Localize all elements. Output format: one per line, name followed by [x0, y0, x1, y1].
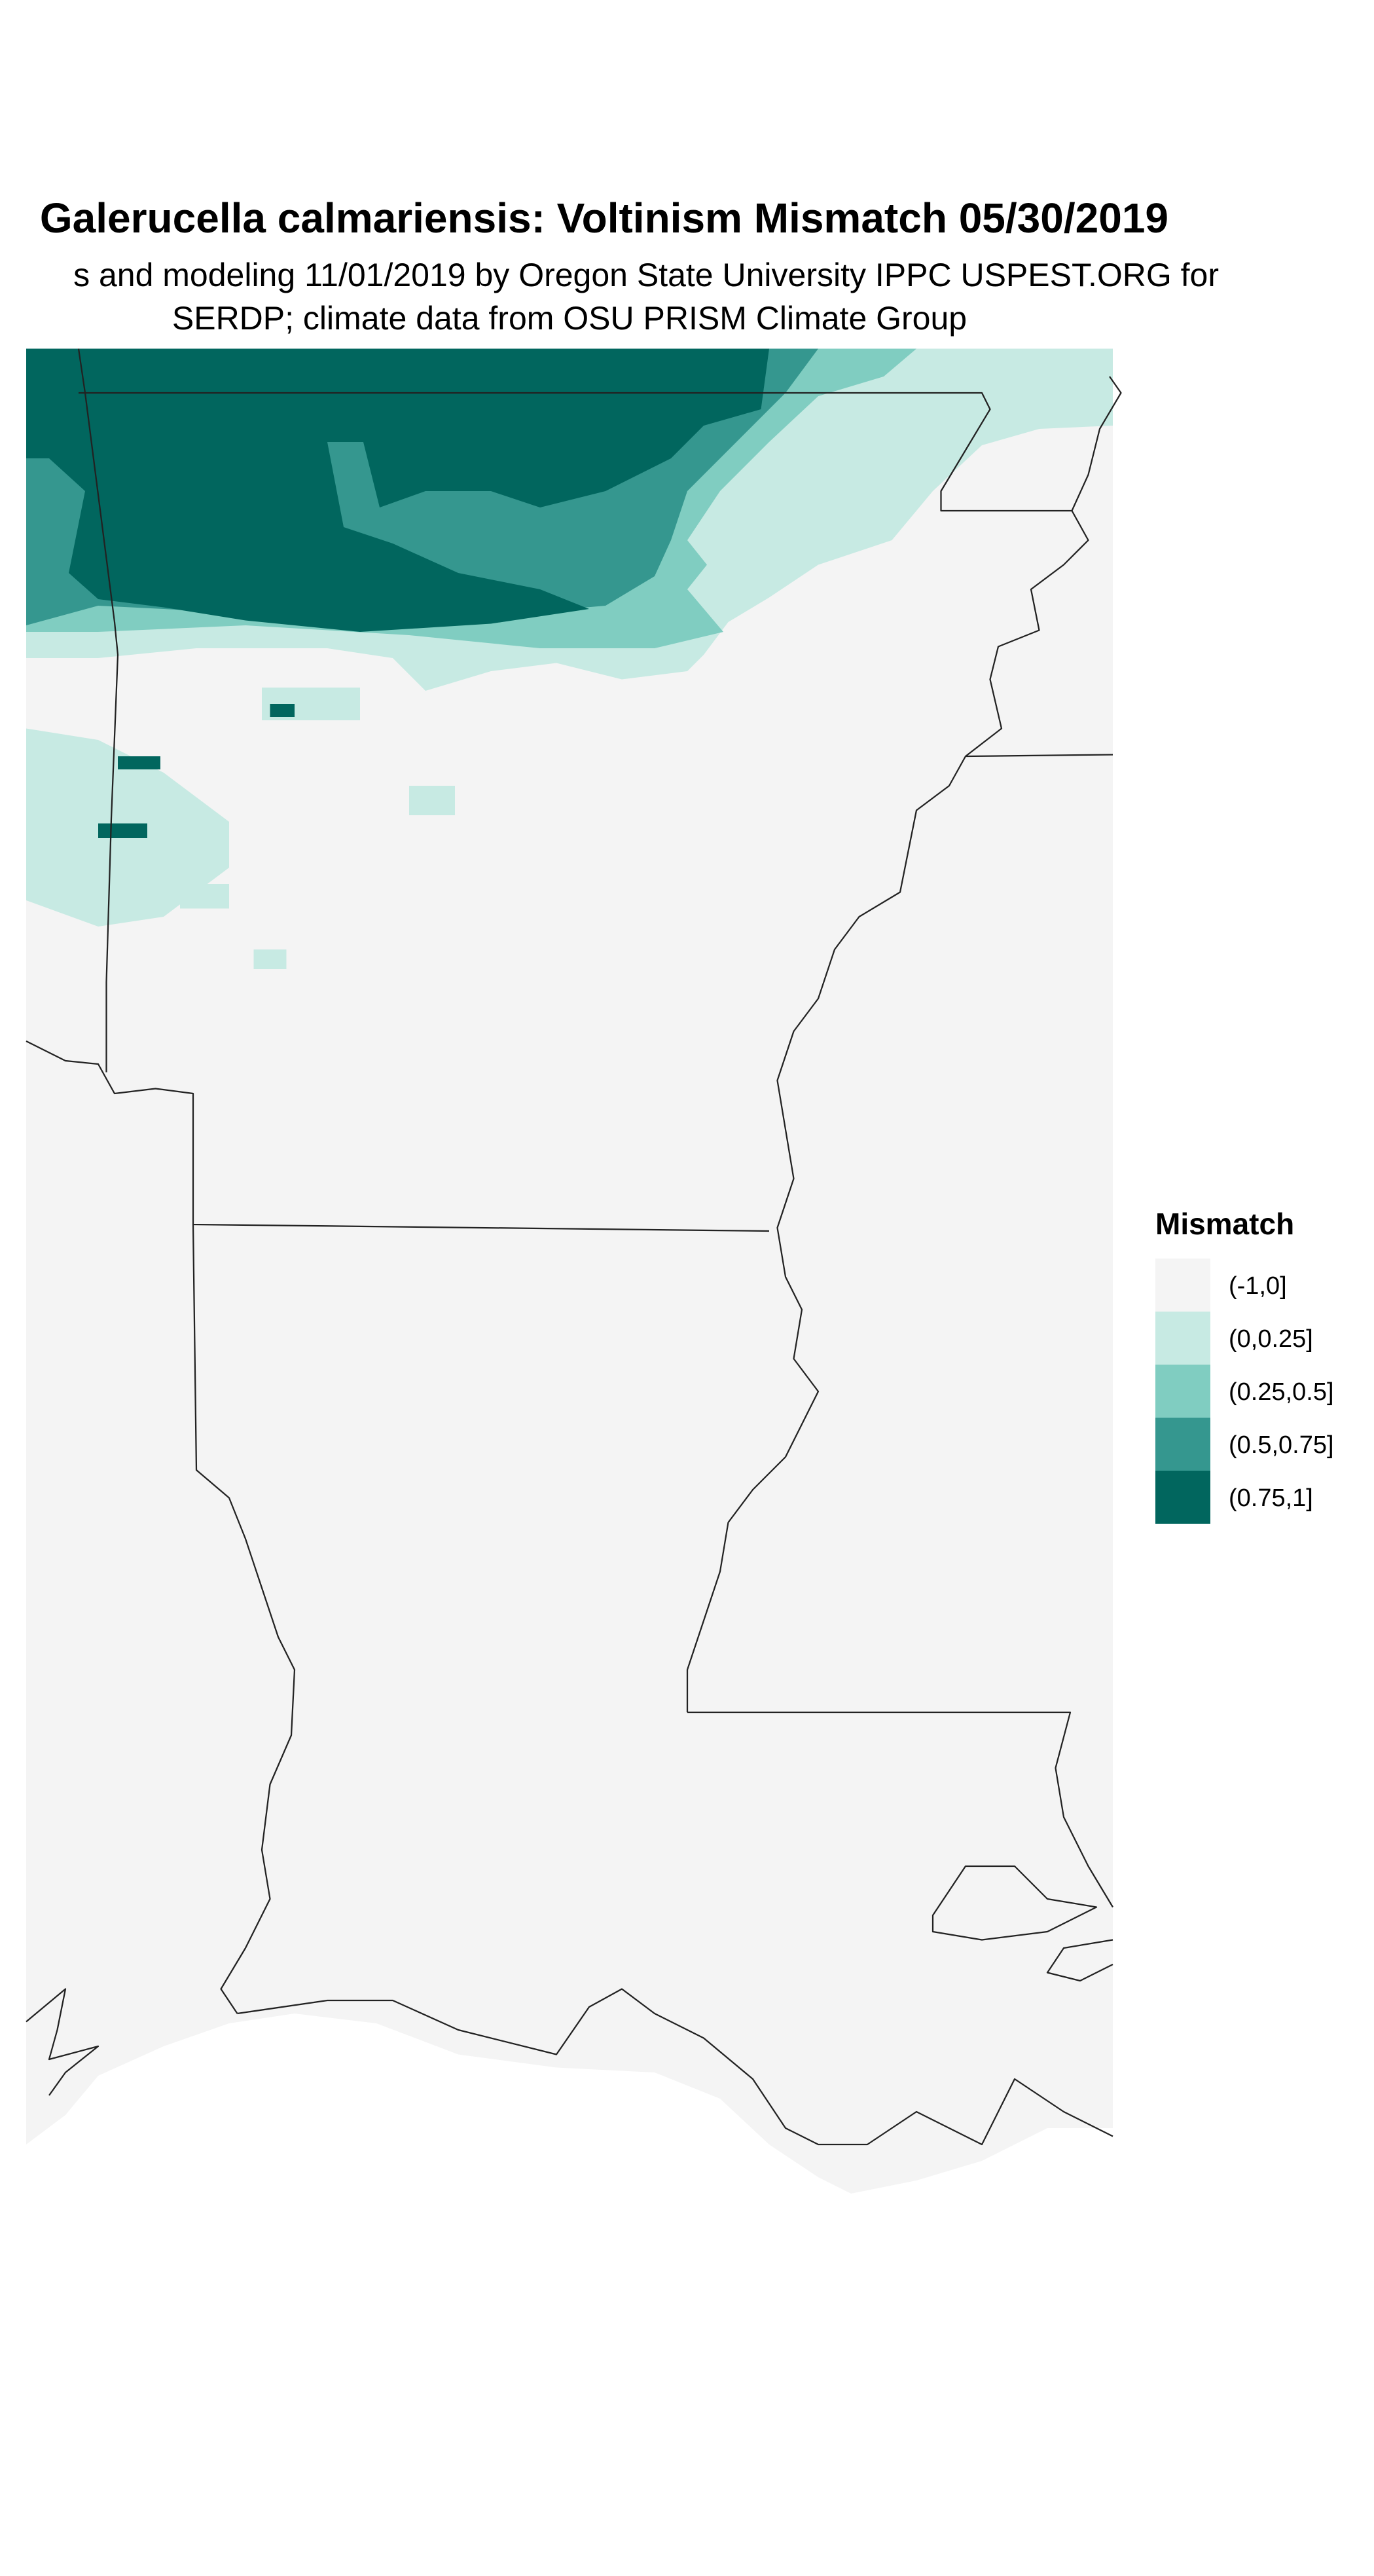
legend-title: Mismatch	[1155, 1207, 1294, 1241]
map-subtitle-line2: SERDP; climate data from OSU PRISM Clima…	[172, 300, 967, 337]
map-subtitle-line1: s and modeling 11/01/2019 by Oregon Stat…	[73, 257, 1219, 293]
legend-label: (0.5,0.75]	[1229, 1431, 1334, 1459]
legend-label: (0.25,0.5]	[1229, 1378, 1334, 1406]
legend-label: (-1,0]	[1229, 1272, 1287, 1300]
legend-label: (0.75,1]	[1229, 1484, 1313, 1512]
state-borders	[26, 348, 1122, 2146]
map-panel	[26, 348, 1122, 2194]
legend-swatch	[1155, 1259, 1210, 1312]
map-title: Galerucella calmariensis: Voltinism Mism…	[40, 194, 1168, 242]
legend: Mismatch (-1,0] (0,0.25] (0.25,0.5] (0.5,0.…	[1155, 1207, 1334, 1524]
legend-label: (0,0.25]	[1229, 1325, 1313, 1353]
legend-swatch	[1155, 1312, 1210, 1365]
region-mismatch-none	[26, 348, 1113, 2194]
legend-swatch	[1155, 1471, 1210, 1524]
legend-swatch	[1155, 1418, 1210, 1471]
legend-swatch	[1155, 1365, 1210, 1418]
